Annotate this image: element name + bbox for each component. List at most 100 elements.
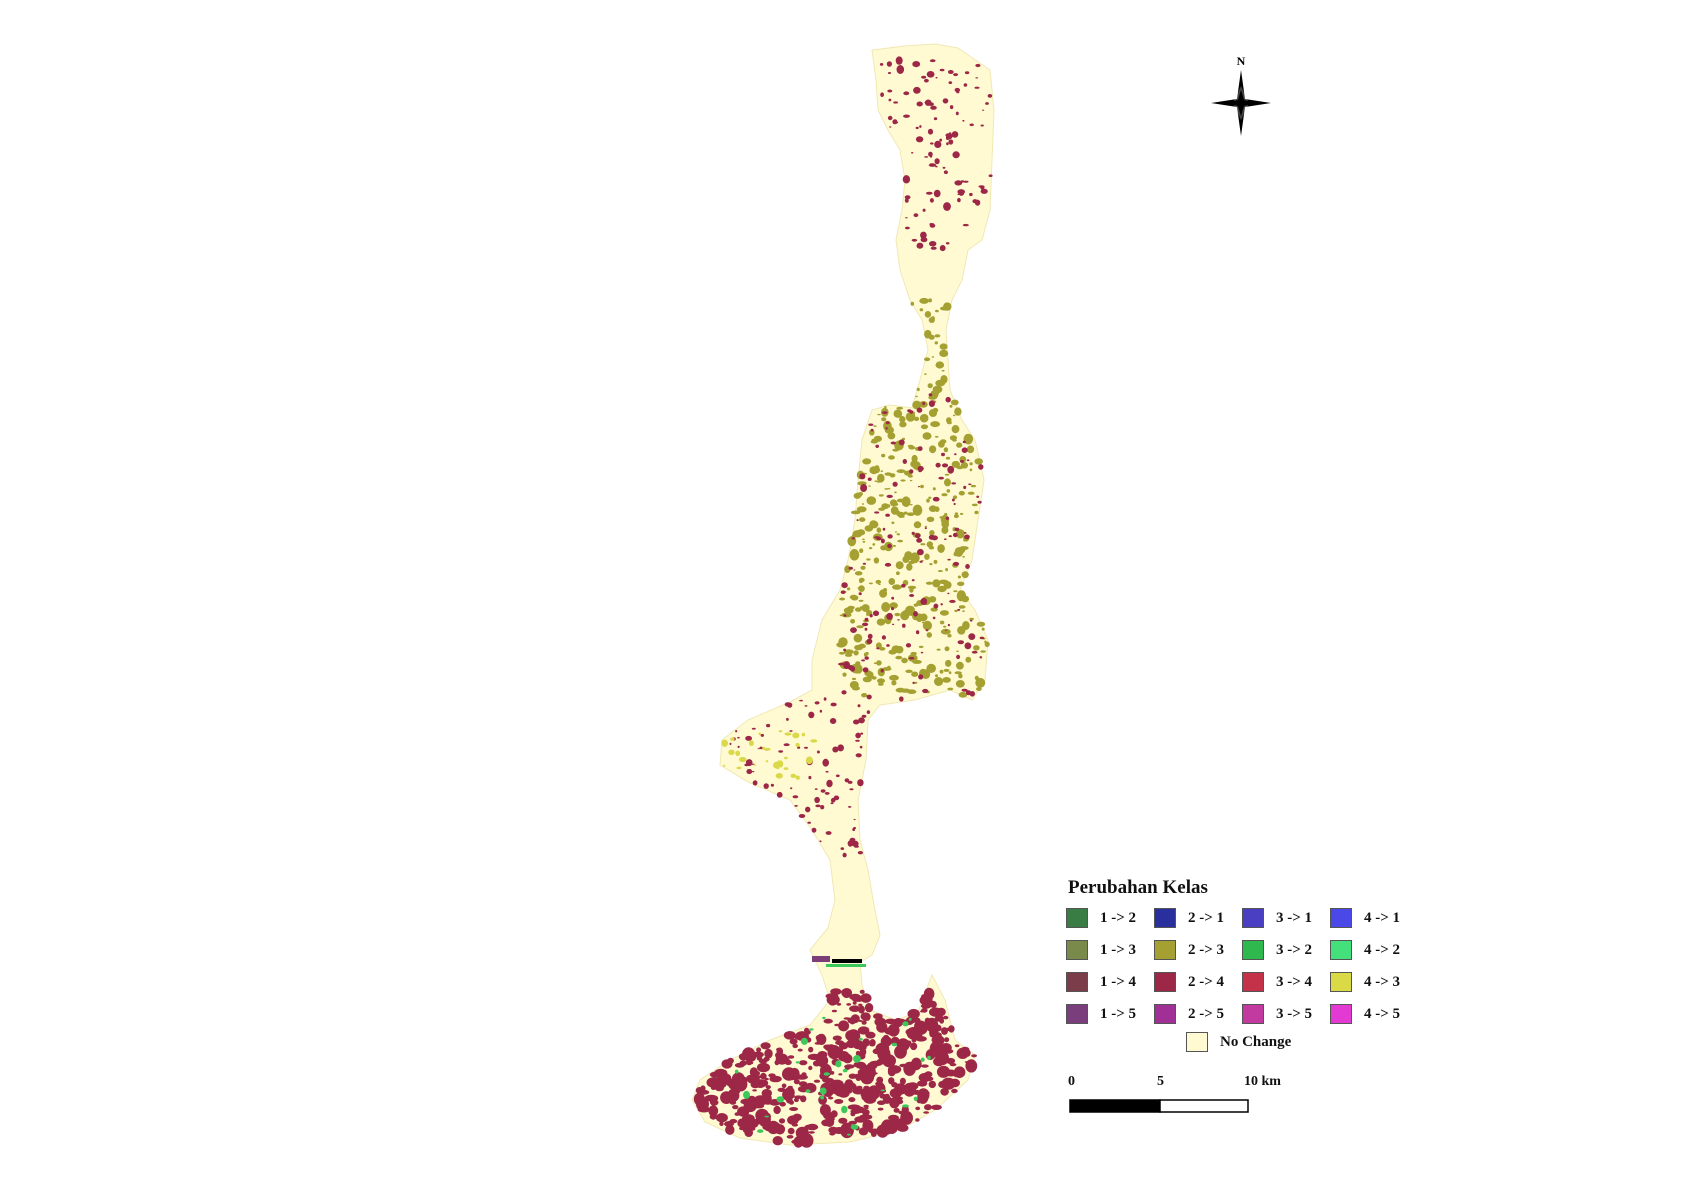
change-patch	[911, 238, 918, 242]
change-patch	[738, 1053, 750, 1061]
change-patch	[913, 1096, 918, 1102]
change-patch	[899, 696, 904, 702]
change-patch	[964, 71, 970, 75]
change-patch	[859, 989, 865, 994]
change-patch	[721, 739, 728, 747]
change-patch	[746, 769, 752, 773]
change-patch	[919, 297, 929, 304]
change-patch	[935, 674, 938, 678]
change-patch	[912, 61, 921, 68]
legend-label-4-5: 4 -> 5	[1364, 1005, 1401, 1022]
change-patch	[910, 651, 917, 656]
change-patch	[964, 1061, 970, 1063]
legend-swatch-3-5	[1242, 1004, 1264, 1024]
change-patch	[957, 640, 964, 645]
legend-label-4-3: 4 -> 3	[1364, 973, 1401, 990]
change-patch	[920, 424, 929, 430]
change-patch	[849, 1005, 861, 1012]
change-patch	[795, 742, 800, 748]
change-patch	[840, 590, 846, 594]
change-patch	[786, 1093, 791, 1097]
change-patch	[890, 441, 896, 445]
change-patch	[882, 527, 886, 531]
change-patch	[960, 180, 965, 183]
change-patch	[919, 995, 933, 1006]
change-patch	[910, 512, 914, 516]
change-patch	[823, 697, 827, 701]
change-patch	[808, 775, 812, 780]
change-patch	[938, 579, 949, 585]
change-patch	[760, 1079, 769, 1087]
change-patch	[853, 650, 859, 656]
change-patch	[919, 560, 923, 563]
change-patch	[869, 614, 873, 618]
change-patch	[842, 672, 847, 677]
change-patch	[885, 421, 890, 425]
change-patch	[946, 142, 949, 146]
change-patch	[862, 540, 866, 543]
change-patch	[868, 423, 874, 426]
change-patch	[826, 964, 866, 967]
change-patch	[839, 597, 846, 601]
change-patch	[945, 524, 949, 528]
change-patch	[873, 425, 877, 427]
change-patch	[790, 773, 797, 779]
change-patch	[823, 1018, 833, 1024]
change-patch	[805, 756, 813, 765]
change-patch	[729, 742, 732, 746]
change-patch	[898, 439, 905, 446]
change-patch	[969, 123, 974, 127]
change-patch	[941, 463, 949, 468]
change-patch	[929, 198, 934, 203]
change-patch	[940, 628, 951, 635]
change-patch	[786, 1135, 794, 1139]
change-patch	[916, 387, 920, 392]
change-patch	[881, 635, 887, 640]
change-patch	[887, 543, 892, 549]
change-patch	[925, 581, 933, 585]
change-patch	[900, 479, 906, 482]
change-patch	[737, 745, 740, 749]
change-patch	[858, 1005, 865, 1014]
change-patch	[832, 1127, 846, 1134]
change-patch	[889, 499, 898, 507]
change-patch	[911, 671, 919, 677]
change-patch	[724, 1121, 734, 1127]
change-patch	[893, 101, 898, 104]
change-patch	[847, 780, 853, 784]
change-patch	[943, 668, 950, 672]
change-patch	[980, 188, 988, 194]
change-patch	[927, 383, 933, 389]
change-patch	[896, 571, 900, 575]
change-patch	[697, 1106, 711, 1113]
change-patch	[772, 1136, 783, 1146]
change-patch	[961, 447, 968, 454]
change-patch	[848, 566, 853, 570]
change-patch	[957, 575, 962, 579]
change-patch	[789, 1038, 798, 1045]
change-patch	[896, 406, 904, 410]
change-patch	[924, 1071, 933, 1078]
change-patch	[838, 662, 844, 666]
change-patch	[945, 568, 948, 572]
legend: Perubahan Kelas 1 -> 2 2 -> 1 3 -> 1 4 -> 1…	[1066, 877, 1426, 1053]
change-patch	[928, 163, 937, 167]
legend-item-3-4: 3 -> 4	[1242, 971, 1330, 993]
change-patch	[902, 556, 910, 563]
change-patch	[784, 756, 788, 760]
change-patch	[934, 158, 940, 165]
change-patch	[911, 454, 918, 463]
change-patch	[732, 1105, 739, 1110]
change-patch	[755, 1071, 761, 1076]
change-patch	[933, 117, 938, 121]
change-patch	[743, 1090, 750, 1099]
change-patch	[916, 1090, 930, 1097]
change-patch	[824, 1065, 830, 1069]
change-patch	[819, 1087, 827, 1095]
change-patch	[864, 1123, 873, 1130]
change-patch	[760, 1072, 767, 1080]
change-patch	[858, 585, 865, 592]
change-patch	[864, 617, 869, 622]
change-patch	[841, 582, 848, 589]
change-patch	[878, 583, 881, 586]
